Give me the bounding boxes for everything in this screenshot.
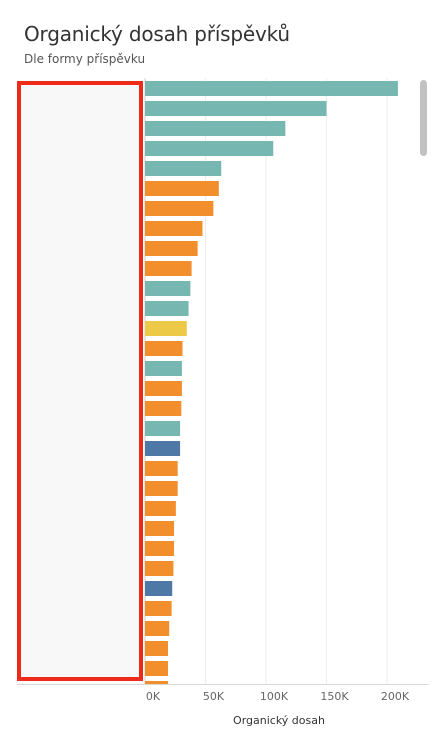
bar[interactable] xyxy=(145,121,286,136)
x-axis-label: Organický dosah xyxy=(233,714,325,727)
scrollbar-thumb[interactable] xyxy=(420,80,427,156)
bar[interactable] xyxy=(145,241,198,256)
vertical-scrollbar[interactable] xyxy=(417,78,429,684)
bar[interactable] xyxy=(145,461,178,476)
bar[interactable] xyxy=(145,681,168,684)
bar[interactable] xyxy=(145,581,173,596)
bar[interactable] xyxy=(145,221,203,236)
bar[interactable] xyxy=(145,301,189,316)
bar[interactable] xyxy=(145,101,327,116)
bar[interactable] xyxy=(145,81,398,96)
bar[interactable] xyxy=(145,361,182,376)
bar[interactable] xyxy=(145,441,181,456)
x-axis: 0K 50K 100K 150K 200K xyxy=(144,684,414,714)
x-axis-line xyxy=(17,684,429,685)
bar[interactable] xyxy=(145,561,174,576)
bar[interactable] xyxy=(145,501,176,516)
bar[interactable] xyxy=(145,141,274,156)
bar[interactable] xyxy=(145,481,178,496)
bar[interactable] xyxy=(145,341,183,356)
bar[interactable] xyxy=(145,421,181,436)
x-tick-label: 150K xyxy=(320,690,349,703)
bar-plot-area[interactable] xyxy=(144,78,414,684)
bar[interactable] xyxy=(145,201,214,216)
bar[interactable] xyxy=(145,281,191,296)
chart-title: Organický dosah příspěvků xyxy=(24,22,290,46)
bar[interactable] xyxy=(145,641,168,656)
bar[interactable] xyxy=(145,661,168,676)
bar[interactable] xyxy=(145,381,182,396)
bar[interactable] xyxy=(145,181,219,196)
bar[interactable] xyxy=(145,601,172,616)
bar[interactable] xyxy=(145,321,187,336)
bar[interactable] xyxy=(145,401,182,416)
x-tick-label: 0K xyxy=(145,690,161,703)
bar[interactable] xyxy=(145,621,170,636)
x-tick-label: 50K xyxy=(202,690,225,703)
chart-subtitle: Dle formy příspěvku xyxy=(24,52,146,66)
bar[interactable] xyxy=(145,261,192,276)
bar[interactable] xyxy=(145,541,175,556)
x-tick-label: 200K xyxy=(380,690,410,703)
bar[interactable] xyxy=(145,521,175,536)
bar[interactable] xyxy=(145,161,222,176)
category-label-pane[interactable] xyxy=(17,81,143,681)
x-tick-label: 100K xyxy=(259,690,289,703)
